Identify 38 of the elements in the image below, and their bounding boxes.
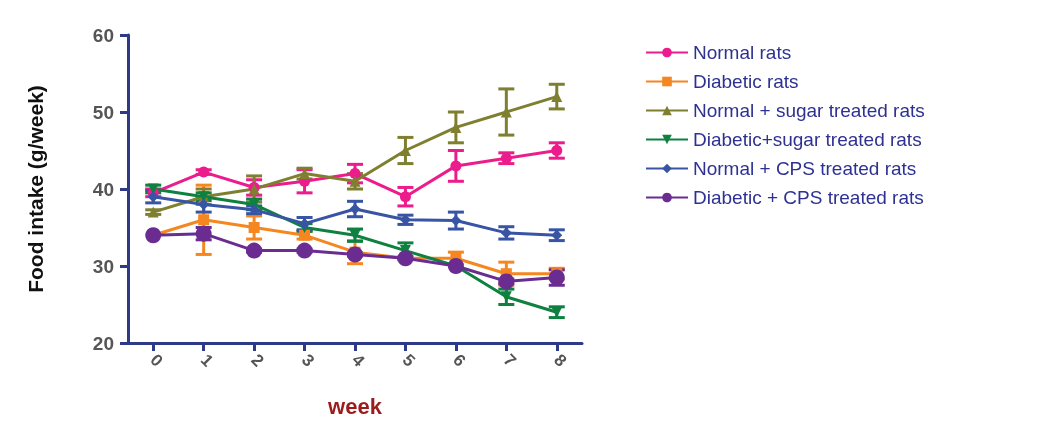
legend-label: Diabetic rats bbox=[693, 71, 799, 92]
legend-label: Normal + CPS treated rats bbox=[693, 158, 917, 179]
y-tick-label: 20 bbox=[92, 332, 114, 354]
point bbox=[551, 145, 563, 156]
point bbox=[498, 273, 515, 290]
point bbox=[347, 246, 363, 263]
point bbox=[248, 222, 260, 233]
point bbox=[246, 242, 263, 259]
x-tick-label: 8 bbox=[550, 350, 571, 371]
point bbox=[399, 191, 411, 203]
legend-label: Normal + sugar treated rats bbox=[693, 100, 925, 121]
point bbox=[198, 166, 210, 178]
x-tick-label: 3 bbox=[297, 350, 318, 371]
legend-label: Diabetic + CPS treated rats bbox=[693, 187, 924, 208]
x-tick-label: 7 bbox=[499, 350, 520, 371]
y-tick-label: 40 bbox=[92, 178, 114, 200]
x-tick-label: 0 bbox=[146, 350, 167, 371]
legend-label: Normal rats bbox=[693, 42, 792, 63]
y-tick-label: 50 bbox=[92, 101, 114, 123]
point bbox=[147, 206, 159, 218]
point bbox=[248, 204, 260, 216]
x-axis-title: week bbox=[327, 393, 383, 419]
point bbox=[349, 175, 361, 187]
point bbox=[349, 203, 361, 215]
x-tick-label: 2 bbox=[247, 350, 268, 371]
x-tick-label: 4 bbox=[348, 350, 369, 371]
point bbox=[349, 168, 361, 180]
point bbox=[296, 242, 313, 259]
point bbox=[198, 198, 210, 210]
y-axis-title: Food intake (g/week) bbox=[24, 85, 47, 293]
legend-label: Diabetic+sugar treated rats bbox=[693, 129, 922, 150]
x-tick-label: 5 bbox=[398, 350, 419, 371]
x-tick-label: 1 bbox=[196, 350, 218, 371]
y-tick-label: 30 bbox=[92, 255, 114, 277]
x-tick-label: 6 bbox=[449, 350, 470, 371]
point bbox=[450, 160, 462, 172]
y-tick-label: 60 bbox=[92, 24, 114, 46]
point bbox=[198, 214, 210, 226]
